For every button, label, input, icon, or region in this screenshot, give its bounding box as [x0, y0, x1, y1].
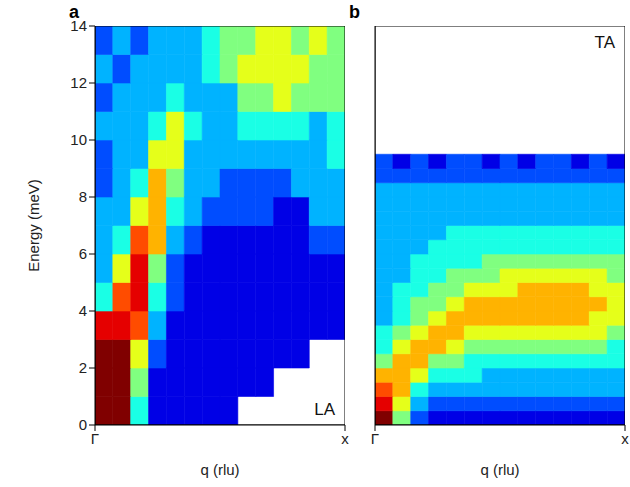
svg-text:x: x: [341, 430, 349, 447]
svg-text:0: 0: [79, 416, 87, 433]
svg-text:14: 14: [70, 17, 87, 34]
svg-text:4: 4: [79, 302, 87, 319]
svg-text:Γ: Γ: [91, 430, 99, 447]
html-text:b: b: [349, 2, 360, 22]
svg-text:q (rlu): q (rlu): [200, 461, 239, 478]
svg-text:8: 8: [79, 188, 87, 205]
svg-text:2: 2: [79, 359, 87, 376]
svg-text:12: 12: [70, 74, 87, 91]
svg-text:10: 10: [70, 131, 87, 148]
svg-text:6: 6: [79, 245, 87, 262]
svg-text:q (rlu): q (rlu): [480, 461, 519, 478]
svg-text:Energy (meV): Energy (meV): [25, 179, 42, 272]
svg-text:Γ: Γ: [371, 430, 379, 447]
html-text:a: a: [69, 2, 79, 22]
svg-text:LA: LA: [314, 400, 335, 419]
svg-text:x: x: [621, 430, 629, 447]
svg-text:TA: TA: [595, 33, 616, 52]
